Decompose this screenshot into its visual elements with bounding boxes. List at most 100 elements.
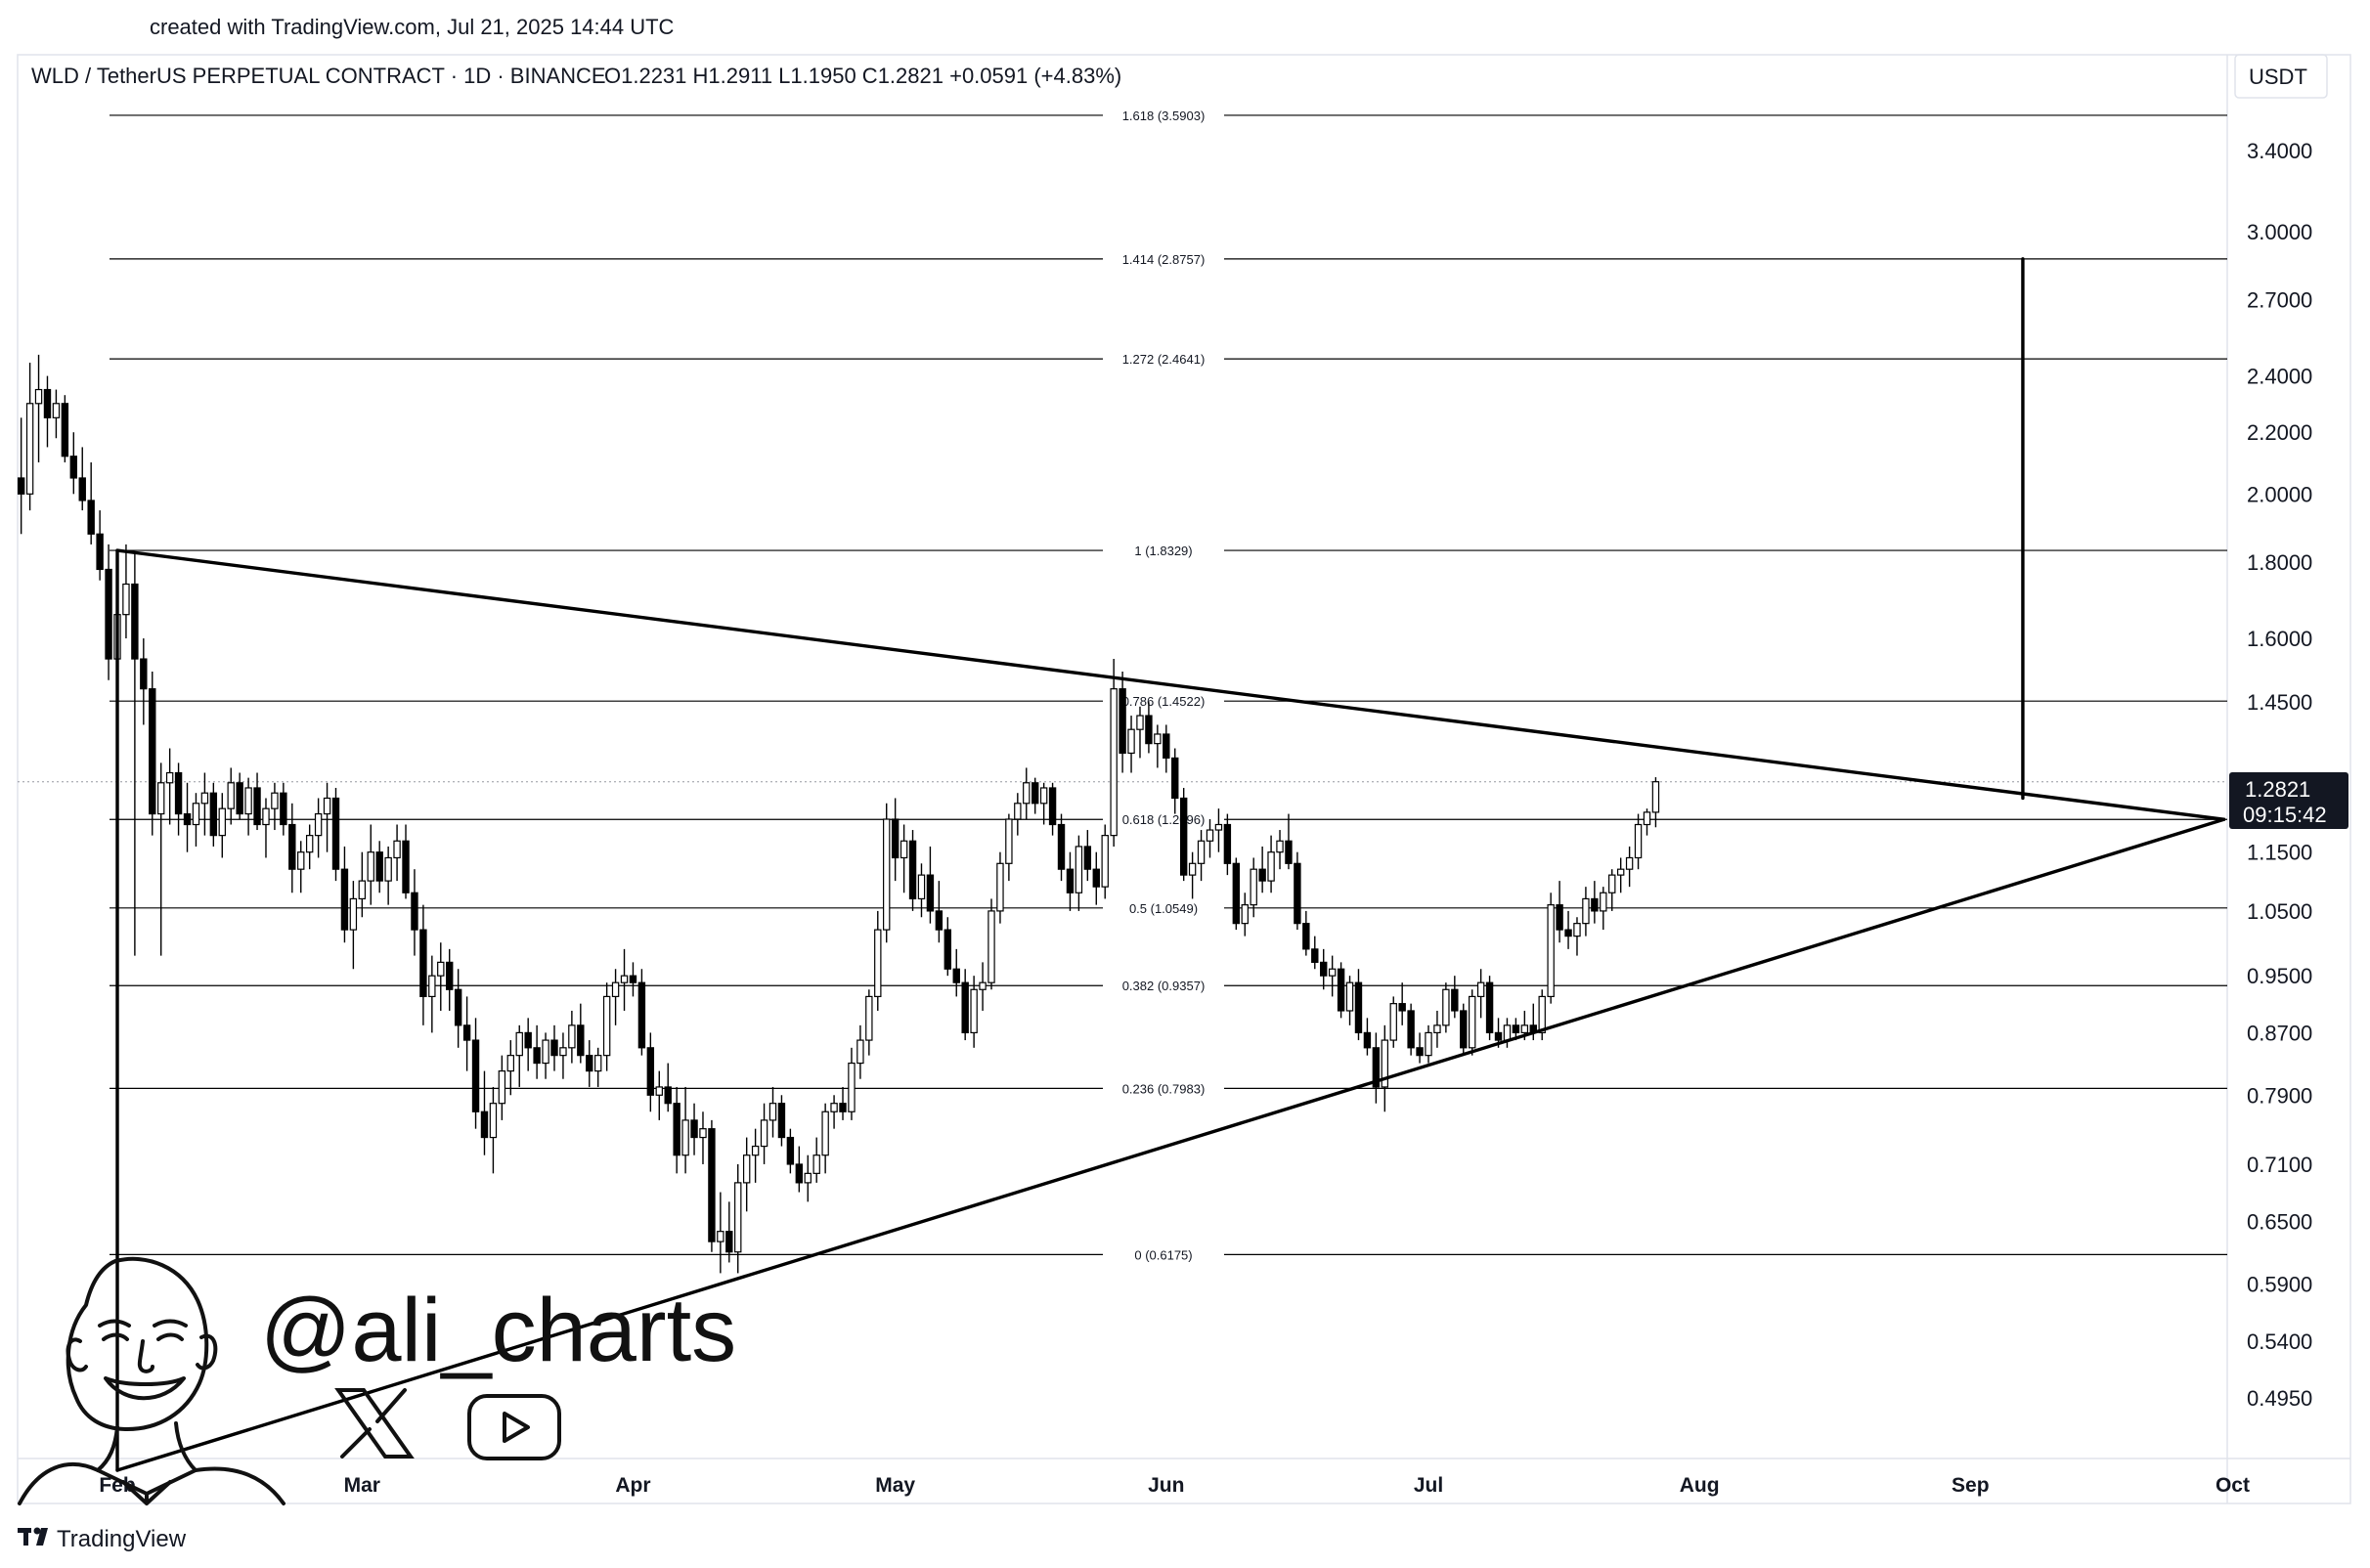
x-logo-icon[interactable] <box>334 1388 415 1459</box>
candle <box>1075 835 1083 911</box>
candle-body-up <box>25 403 34 495</box>
candle <box>1119 672 1126 773</box>
price-axis-tick: 2.7000 <box>2247 288 2312 313</box>
current-price-badge: 1.2821 09:15:42 <box>2229 772 2348 829</box>
currency-button[interactable]: USDT <box>2234 54 2328 99</box>
candle <box>795 1146 804 1193</box>
candle <box>131 551 139 956</box>
candle-body-up <box>489 1103 498 1139</box>
candle-body-up <box>1039 787 1048 805</box>
candle-body-up <box>271 792 279 809</box>
candle <box>821 1103 829 1174</box>
candle <box>1433 1010 1441 1048</box>
candle <box>1345 976 1354 1025</box>
candle <box>891 798 900 882</box>
youtube-play-icon[interactable] <box>467 1394 561 1460</box>
candle-body-down <box>419 929 427 998</box>
candle-body-up <box>244 787 252 815</box>
candle <box>1442 982 1450 1033</box>
candle-body-down <box>1416 1047 1424 1057</box>
avatar-brow-left <box>98 1319 131 1328</box>
candle <box>323 782 331 852</box>
x-logo-stroke-c <box>340 1427 372 1459</box>
candle <box>96 510 104 581</box>
candle <box>1389 996 1397 1048</box>
candle-body-down <box>1591 897 1599 912</box>
candle-body-down <box>280 792 287 826</box>
candle-body-up <box>1188 862 1197 876</box>
candle <box>742 1137 751 1212</box>
price-axis-tick: 3.4000 <box>2247 139 2312 163</box>
candle-body-down <box>78 477 86 501</box>
candle-body-up <box>314 812 323 837</box>
candle <box>681 1086 689 1174</box>
candle <box>349 881 358 970</box>
candle-body-up <box>515 1031 523 1057</box>
candle <box>1154 724 1162 768</box>
time-axis-tick: Aug <box>1680 1474 1720 1497</box>
candle-body-down <box>288 823 296 870</box>
candle-body-up <box>593 1055 602 1072</box>
candle-body-up <box>305 835 314 853</box>
candle-body-down <box>1460 1010 1468 1049</box>
candle-body-down <box>454 988 462 1026</box>
candle <box>462 996 471 1071</box>
candle-body-up <box>384 856 392 882</box>
fib-label-0: 1.618 (3.5903) <box>1122 109 1206 123</box>
candle <box>1538 989 1546 1041</box>
price-axis-tick: 0.9500 <box>2247 964 2312 988</box>
candle <box>812 1137 820 1183</box>
candle-body-up <box>1433 1024 1441 1034</box>
candle <box>900 824 908 893</box>
candle-body-up <box>865 995 873 1041</box>
candle <box>1485 976 1494 1041</box>
candle-body-up <box>367 851 374 882</box>
candle <box>533 1024 541 1079</box>
candle-body-up <box>1345 981 1354 1012</box>
candle-body-down <box>1451 988 1459 1012</box>
candle <box>1363 1018 1372 1056</box>
candle <box>209 782 218 847</box>
candle <box>437 942 445 1011</box>
candle <box>1214 808 1223 852</box>
candle-body-down <box>891 818 900 859</box>
time-axis: Feb Mar Apr May Jun Jul Aug Sep Oct <box>99 1474 2250 1497</box>
tv-logo-slash <box>36 1528 48 1546</box>
candle <box>1083 830 1092 882</box>
candle-body-down <box>708 1128 716 1242</box>
candle <box>1110 659 1118 847</box>
candle <box>1197 830 1206 882</box>
candle <box>1381 1024 1388 1112</box>
candle <box>1241 893 1249 936</box>
candle <box>935 881 944 943</box>
fib-label-bg-8 <box>1103 1080 1224 1097</box>
candle <box>1014 793 1022 836</box>
candle-body-down <box>795 1163 804 1184</box>
candle-body-up <box>227 782 235 809</box>
candle <box>227 767 235 825</box>
candle-body-up <box>1389 1003 1397 1041</box>
fib-label-bg-7 <box>1103 978 1224 994</box>
candle <box>375 841 383 893</box>
time-axis-tick: Sep <box>1952 1474 1990 1497</box>
candle <box>446 948 454 1011</box>
candle <box>34 354 43 463</box>
candle-body-up <box>681 1119 689 1156</box>
candle <box>192 793 200 847</box>
avatar-ear-left <box>66 1337 88 1372</box>
candle-body-up <box>393 840 401 859</box>
candle <box>1634 813 1643 870</box>
candle-body-up <box>1582 897 1590 925</box>
candle-body-up <box>751 1145 760 1156</box>
price-axis-tick: 1.4500 <box>2247 690 2312 715</box>
candle <box>1031 777 1039 814</box>
candle <box>288 803 296 893</box>
candle-body-down <box>952 968 960 983</box>
candle-body-up <box>262 807 270 826</box>
candle-body-up <box>1328 968 1337 977</box>
candle <box>393 824 401 882</box>
candle <box>200 772 209 836</box>
candle <box>1503 1018 1512 1048</box>
candle-body-down <box>105 568 112 660</box>
candle-body-down <box>1512 1024 1520 1034</box>
